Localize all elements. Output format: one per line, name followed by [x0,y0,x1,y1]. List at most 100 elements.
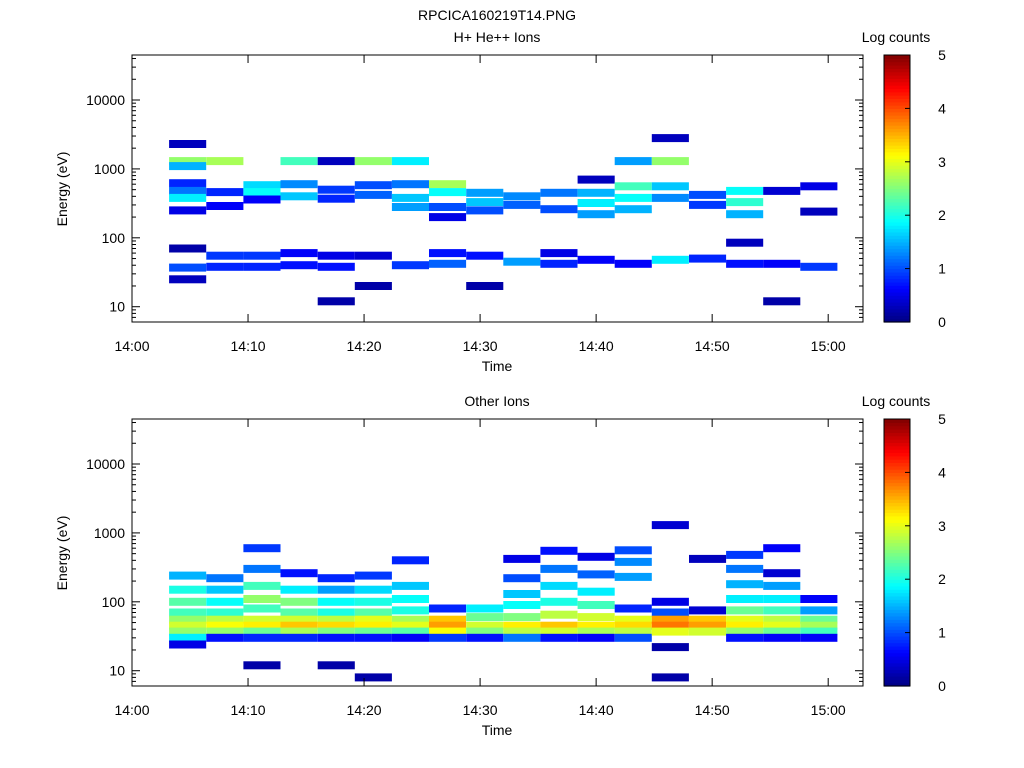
colorbar-segment [884,505,910,510]
colorbar-segment [884,291,910,296]
heatmap-cell [800,207,838,216]
x-axis-label: Time [482,358,513,374]
heatmap-cell [206,574,244,583]
heatmap-cell [726,595,764,603]
heatmap-cell [317,251,355,260]
heatmap-cell [466,251,504,260]
heatmap-cell [391,180,429,189]
colorbar-segment [884,479,910,484]
heatmap-cell [651,673,689,682]
heatmap-cell [689,190,727,199]
heatmap-cell [280,585,318,594]
heatmap-cell [317,661,355,670]
x-tick-label: 14:30 [463,702,498,718]
heatmap-cell [429,249,467,258]
colorbar-segment [884,98,910,103]
heatmap-cell [466,633,504,642]
heatmap-cell [651,182,689,191]
colorbar-segment [884,675,910,680]
heatmap-cell [651,157,689,166]
colorbar-segment [884,88,910,93]
heatmap-cell [726,238,764,247]
colorbar-segment [884,609,910,614]
heatmap-cell [354,621,392,630]
colorbar-segment [884,125,910,130]
colorbar-segment [884,235,910,240]
colorbar-segment [884,449,910,453]
heatmap-cell [577,570,615,579]
colorbar-segment [884,301,910,306]
heatmap-cell [763,615,801,624]
heatmap-cell [763,186,801,195]
colorbar-segment [884,572,910,577]
heatmap-cells [169,521,838,682]
heatmap-cell [800,606,838,615]
colorbar-segment [884,78,910,83]
colorbar-tick-label: 4 [938,100,946,116]
colorbar-segment [884,238,910,243]
colorbar-segment [884,472,910,477]
heatmap-cell [206,597,244,606]
x-tick-label: 14:30 [463,338,498,354]
colorbar-segment [884,181,910,186]
colorbar-segment [884,475,910,480]
heatmap-cell [503,627,541,636]
heatmap-cell [577,613,615,622]
heatmap-cell [243,251,281,260]
colorbar-segment [884,61,910,66]
colorbar-segment [884,208,910,213]
x-tick-label: 14:40 [579,702,614,718]
heatmap-cell [726,210,764,219]
colorbar-segment [884,58,910,63]
heatmap-cell [651,134,689,143]
heatmap-cell [280,633,318,642]
heatmap-cell [317,194,355,203]
colorbar-segment [884,669,910,674]
heatmap-cell [206,627,244,636]
heatmap-cell [317,615,355,624]
heatmap-cell [689,606,727,615]
heatmap-cell [577,175,615,184]
heatmap-cell [614,604,652,613]
colorbar-segment [884,148,910,153]
y-tick-label: 1000 [94,161,125,177]
heatmap-cell [169,275,207,284]
heatmap-cell [540,564,578,573]
colorbar-segment [884,298,910,303]
heatmap-cell [651,193,689,202]
heatmap-cell [503,633,541,642]
heatmap-cell [540,633,578,642]
colorbar-segment [884,251,910,256]
heatmap-cell [726,259,764,268]
heatmap-cell [354,251,392,260]
heatmap-cell [206,615,244,624]
heatmap-cell [503,192,541,201]
colorbar-segment [884,161,910,166]
heatmap-cell [577,633,615,642]
heatmap-cell [429,615,467,624]
colorbar-frame [883,54,911,323]
heatmap-cell [354,615,392,624]
colorbar-segment [884,442,910,447]
colorbar-segment [884,615,910,620]
colorbar-segment [884,645,910,650]
colorbar-segment [884,108,910,113]
colorbar-segment [884,211,910,216]
heatmap-cell [689,254,727,263]
heatmap-cell [726,198,764,207]
heatmap-cell [429,203,467,211]
heatmap-cell [169,193,207,202]
colorbar-segment [884,65,910,69]
colorbar-segment [884,85,910,89]
colorbar: 0 1 2 3 4 5 [883,47,946,330]
heatmap-cell [429,188,467,197]
colorbar-segment [884,145,910,150]
colorbar-segment [884,612,910,617]
heatmap-cell [614,627,652,636]
heatmap-cell [391,556,429,565]
heatmap-cell [763,633,801,642]
colorbar-segment [884,315,910,320]
colorbar-segment [884,549,910,554]
colorbar-segment [884,68,910,73]
colorbar-segment [884,509,910,514]
